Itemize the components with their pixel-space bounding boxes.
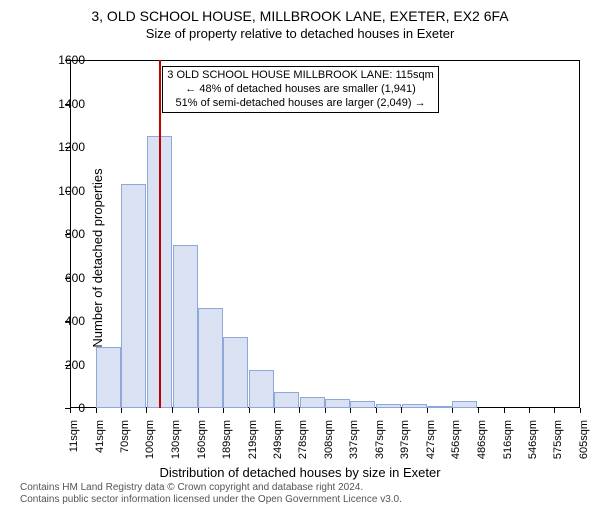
annotation-line: 3 OLD SCHOOL HOUSE MILLBROOK LANE: 115sq… (167, 69, 434, 83)
xtick-label: 219sqm (247, 420, 259, 459)
x-axis-label: Distribution of detached houses by size … (0, 465, 600, 480)
histogram-bar (402, 404, 427, 408)
xtick-label: 249sqm (272, 420, 284, 459)
xtick-label: 486sqm (476, 420, 488, 459)
ytick-label: 1200 (45, 140, 85, 154)
xtick-mark (121, 408, 122, 413)
xtick-label: 456sqm (450, 420, 462, 459)
xtick-mark (299, 408, 300, 413)
page-title: 3, OLD SCHOOL HOUSE, MILLBROOK LANE, EXE… (0, 8, 600, 24)
xtick-mark (249, 408, 250, 413)
xtick-mark (172, 408, 173, 413)
ytick-label: 600 (45, 271, 85, 285)
xtick-mark (325, 408, 326, 413)
annotation-line: ← 48% of detached houses are smaller (1,… (167, 83, 434, 97)
xtick-mark (554, 408, 555, 413)
ytick-label: 1600 (45, 53, 85, 67)
xtick-mark (146, 408, 147, 413)
xtick-label: 605sqm (578, 420, 590, 459)
histogram-bar (274, 392, 299, 408)
xtick-label: 278sqm (297, 420, 309, 459)
xtick-mark (452, 408, 453, 413)
xtick-mark (223, 408, 224, 413)
page-subtitle: Size of property relative to detached ho… (0, 26, 600, 41)
histogram-bar (173, 245, 198, 408)
xtick-label: 308sqm (323, 420, 335, 459)
xtick-mark (376, 408, 377, 413)
xtick-label: 11sqm (68, 420, 80, 452)
xtick-label: 189sqm (221, 420, 233, 459)
xtick-mark (96, 408, 97, 413)
ytick-label: 800 (45, 227, 85, 241)
ytick-label: 400 (45, 314, 85, 328)
xtick-mark (198, 408, 199, 413)
footer-attribution: Contains HM Land Registry data © Crown c… (20, 482, 592, 506)
xtick-label: 427sqm (425, 420, 437, 459)
ytick-label: 200 (45, 358, 85, 372)
xtick-label: 130sqm (170, 420, 182, 459)
xtick-mark (401, 408, 402, 413)
histogram-bar (249, 370, 274, 408)
histogram-bar (427, 406, 452, 408)
xtick-label: 337sqm (348, 420, 360, 459)
xtick-label: 397sqm (399, 420, 411, 459)
histogram-bar (121, 184, 146, 408)
footer-line-1: Contains HM Land Registry data © Crown c… (20, 482, 592, 494)
histogram-bar (325, 399, 350, 408)
xtick-mark (274, 408, 275, 413)
histogram-bar (96, 347, 121, 408)
ytick-label: 1400 (45, 97, 85, 111)
xtick-mark (350, 408, 351, 413)
xtick-mark (427, 408, 428, 413)
xtick-mark (504, 408, 505, 413)
xtick-label: 70sqm (119, 420, 131, 453)
histogram-bar (300, 397, 325, 408)
xtick-mark (478, 408, 479, 413)
histogram-bar (350, 401, 375, 408)
xtick-label: 367sqm (374, 420, 386, 459)
xtick-label: 575sqm (552, 420, 564, 459)
xtick-mark (529, 408, 530, 413)
ytick-label: 0 (45, 401, 85, 415)
xtick-label: 41sqm (94, 420, 106, 453)
xtick-label: 516sqm (502, 420, 514, 459)
xtick-label: 546sqm (527, 420, 539, 459)
histogram-bar (198, 308, 223, 408)
histogram-bar (223, 337, 248, 408)
annotation-box: 3 OLD SCHOOL HOUSE MILLBROOK LANE: 115sq… (162, 66, 439, 113)
histogram-bar (452, 401, 477, 408)
annotation-line: 51% of semi-detached houses are larger (… (167, 97, 434, 111)
footer-line-2: Contains public sector information licen… (20, 494, 592, 506)
histogram-bar (376, 404, 401, 408)
histogram-chart: 11sqm41sqm70sqm100sqm130sqm160sqm189sqm2… (70, 60, 580, 408)
xtick-label: 100sqm (144, 420, 156, 459)
xtick-label: 160sqm (196, 420, 208, 459)
ytick-label: 1000 (45, 184, 85, 198)
reference-line (159, 60, 161, 408)
xtick-mark (580, 408, 581, 413)
